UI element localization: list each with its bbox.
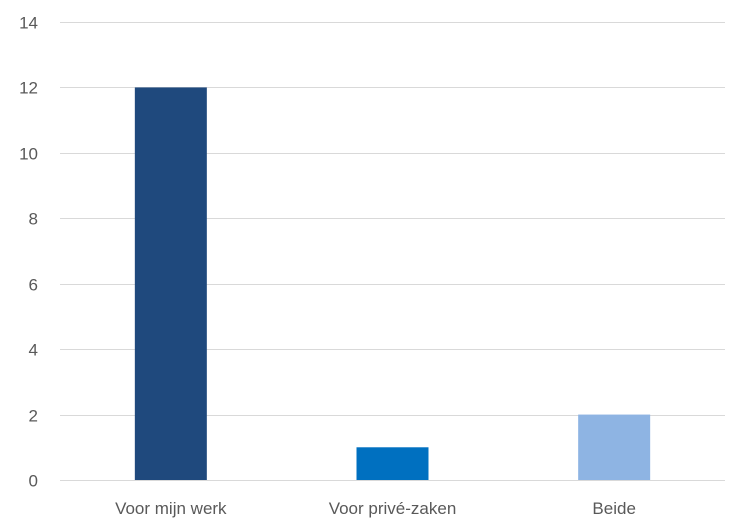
x-tick-label: Beide: [592, 499, 635, 518]
y-axis-tick-labels: 0 2 4 6 8 10 12 14: [19, 14, 38, 491]
y-tick-label: 14: [19, 14, 38, 33]
y-tick-label: 4: [29, 341, 38, 360]
y-tick-label: 8: [29, 210, 38, 229]
x-axis-tick-labels: Voor mijn werk Voor privé-zaken Beide: [115, 499, 636, 518]
y-tick-label: 12: [19, 79, 38, 98]
x-tick-label: Voor mijn werk: [115, 499, 227, 518]
y-tick-label: 2: [29, 407, 38, 426]
x-tick-label: Voor privé-zaken: [329, 499, 457, 518]
bar: [578, 414, 651, 480]
bar: [356, 447, 429, 480]
y-tick-label: 6: [29, 276, 38, 295]
bars: [134, 87, 651, 480]
bar: [134, 87, 207, 480]
y-tick-label: 10: [19, 145, 38, 164]
y-tick-label: 0: [29, 472, 38, 491]
